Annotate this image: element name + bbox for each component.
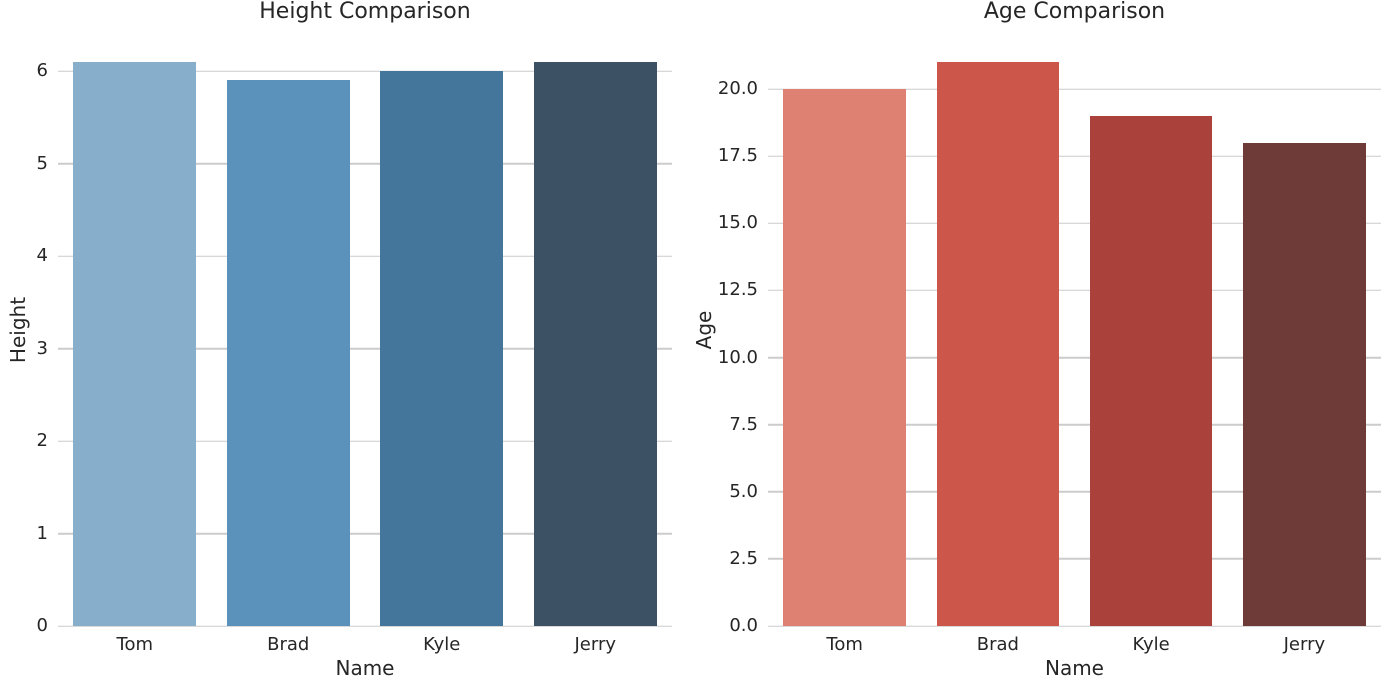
y-tick-label: 15.0 bbox=[717, 212, 758, 234]
bar-jerry bbox=[1243, 142, 1366, 626]
bar-tom bbox=[783, 89, 906, 626]
chart-title: Height Comparison bbox=[259, 0, 471, 24]
x-tick-label: Kyle bbox=[423, 634, 461, 655]
bar-jerry bbox=[533, 61, 657, 626]
y-axis-label: Height bbox=[6, 296, 30, 364]
gridline bbox=[58, 625, 672, 627]
bar-brad bbox=[226, 80, 350, 626]
gridline bbox=[768, 558, 1381, 560]
gridline bbox=[768, 88, 1381, 90]
y-tick-label: 0.0 bbox=[729, 615, 758, 636]
gridline bbox=[58, 70, 672, 72]
plot-area: 0.0 2.5 5.0 7.5 10.0 12.5 15.0 17.5 20.0 Tom Brad K… bbox=[718, 34, 1381, 654]
height-comparison-chart: Height Comparison Height 0 1 2 3 4 5 6 Tom Brad K… bbox=[6, 1, 672, 678]
y-tick-label: 2 bbox=[36, 430, 48, 451]
y-tick-label: 0 bbox=[36, 615, 48, 636]
y-tick-label: 5 bbox=[36, 152, 48, 174]
gridline bbox=[768, 356, 1381, 359]
y-tick-label: 6 bbox=[36, 60, 48, 81]
x-tick-label: Tom bbox=[826, 634, 863, 655]
bar-kyle bbox=[380, 71, 504, 626]
gridline bbox=[58, 440, 672, 442]
bar-tom bbox=[73, 61, 197, 626]
y-tick-label: 5.0 bbox=[729, 480, 758, 502]
gridline bbox=[58, 347, 672, 350]
gridline bbox=[768, 155, 1381, 157]
y-tick-label: 3 bbox=[36, 337, 48, 359]
bar-kyle bbox=[1089, 115, 1213, 626]
gridline bbox=[768, 222, 1381, 225]
x-tick-label: Jerry bbox=[1283, 634, 1326, 655]
gridline bbox=[58, 162, 672, 165]
plot-area: 0 1 2 3 4 5 6 Tom Brad Kyle Jerry bbox=[37, 34, 672, 654]
y-tick-label: 20.0 bbox=[717, 78, 758, 100]
x-tick-label: Jerry bbox=[574, 634, 617, 655]
y-tick-label: 17.5 bbox=[717, 145, 758, 167]
x-axis-label: Name bbox=[335, 656, 395, 680]
y-tick-label: 7.5 bbox=[729, 413, 758, 435]
bar-brad bbox=[936, 62, 1060, 626]
gridline bbox=[768, 625, 1381, 627]
gridline bbox=[58, 255, 672, 257]
y-tick-label: 2.5 bbox=[729, 547, 758, 569]
gridline bbox=[768, 289, 1381, 292]
y-axis-label: Age bbox=[692, 310, 716, 350]
gridline bbox=[768, 491, 1381, 493]
gridline bbox=[58, 532, 672, 535]
age-comparison-chart: Age Comparison Age 0.0 2.5 5.0 7.5 10.0 12.5 1… bbox=[692, 1, 1381, 678]
y-tick-label: 4 bbox=[36, 245, 48, 266]
y-tick-label: 12.5 bbox=[717, 279, 758, 301]
x-tick-label: Kyle bbox=[1132, 634, 1170, 655]
gridline bbox=[768, 423, 1381, 426]
x-tick-label: Brad bbox=[976, 634, 1019, 655]
x-tick-label: Brad bbox=[267, 634, 310, 655]
y-tick-label: 1 bbox=[36, 522, 48, 544]
x-axis-label: Name bbox=[1044, 656, 1104, 680]
x-tick-label: Tom bbox=[116, 634, 153, 655]
chart-title: Age Comparison bbox=[983, 0, 1166, 24]
y-tick-label: 10.0 bbox=[717, 346, 758, 368]
